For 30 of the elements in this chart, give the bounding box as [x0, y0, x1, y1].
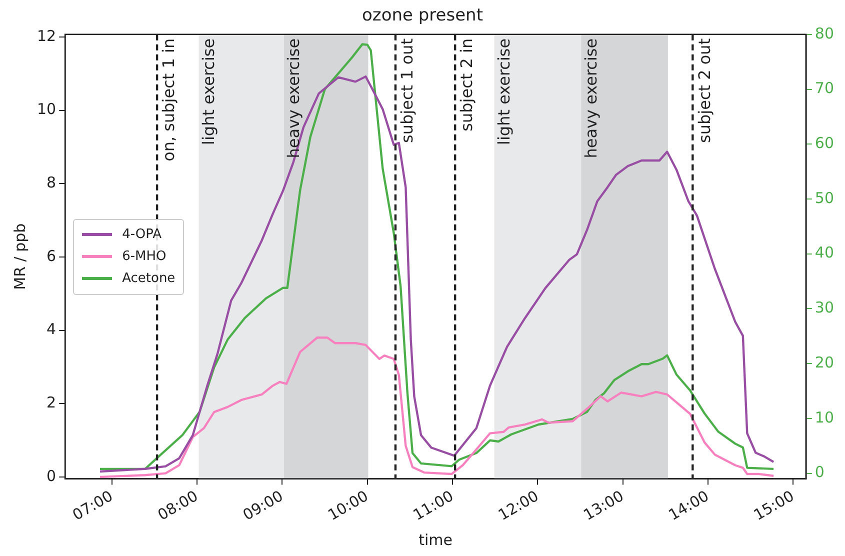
- y2-tick-label: 0: [814, 463, 824, 482]
- y-tick-label: 6: [46, 246, 56, 265]
- y2-tick-label: 80: [814, 24, 834, 42]
- ref-line-label: subject 1 out: [398, 38, 417, 143]
- y-tick-label: 12: [36, 26, 56, 45]
- x-axis-title: time: [418, 530, 452, 549]
- y2-tick-label: 30: [814, 298, 834, 317]
- y-tick-label: 4: [46, 320, 56, 338]
- y-axis-title: MR / ppb: [10, 223, 29, 290]
- y2-tick-label: 70: [814, 79, 834, 98]
- legend-label: Acetone: [122, 271, 176, 286]
- y-tick-label: 10: [36, 100, 56, 118]
- band-label: heavy exercise: [581, 38, 600, 158]
- y2-tick-label: 60: [814, 134, 834, 152]
- y-tick-label: 2: [46, 394, 56, 412]
- band-label: heavy exercise: [284, 38, 304, 158]
- band-label: light exercise: [198, 38, 218, 145]
- ref-line-label: subject 2 in: [457, 38, 476, 132]
- y2-tick-label: 20: [814, 353, 834, 372]
- ref-line-label: subject 2 out: [694, 38, 714, 143]
- y-tick-label: 8: [46, 174, 56, 192]
- band-label: light exercise: [494, 38, 514, 145]
- ref-line-label: on, subject 1 in: [159, 38, 178, 162]
- chart-title: ozone present: [362, 6, 484, 26]
- legend-label: 6-MHO: [122, 249, 166, 264]
- y2-tick-label: 40: [814, 244, 834, 262]
- legend-label: 4-OPA: [122, 227, 162, 242]
- y2-tick-label: 50: [814, 188, 834, 207]
- y-tick-label: 0: [46, 466, 56, 485]
- y2-tick-label: 10: [814, 408, 834, 426]
